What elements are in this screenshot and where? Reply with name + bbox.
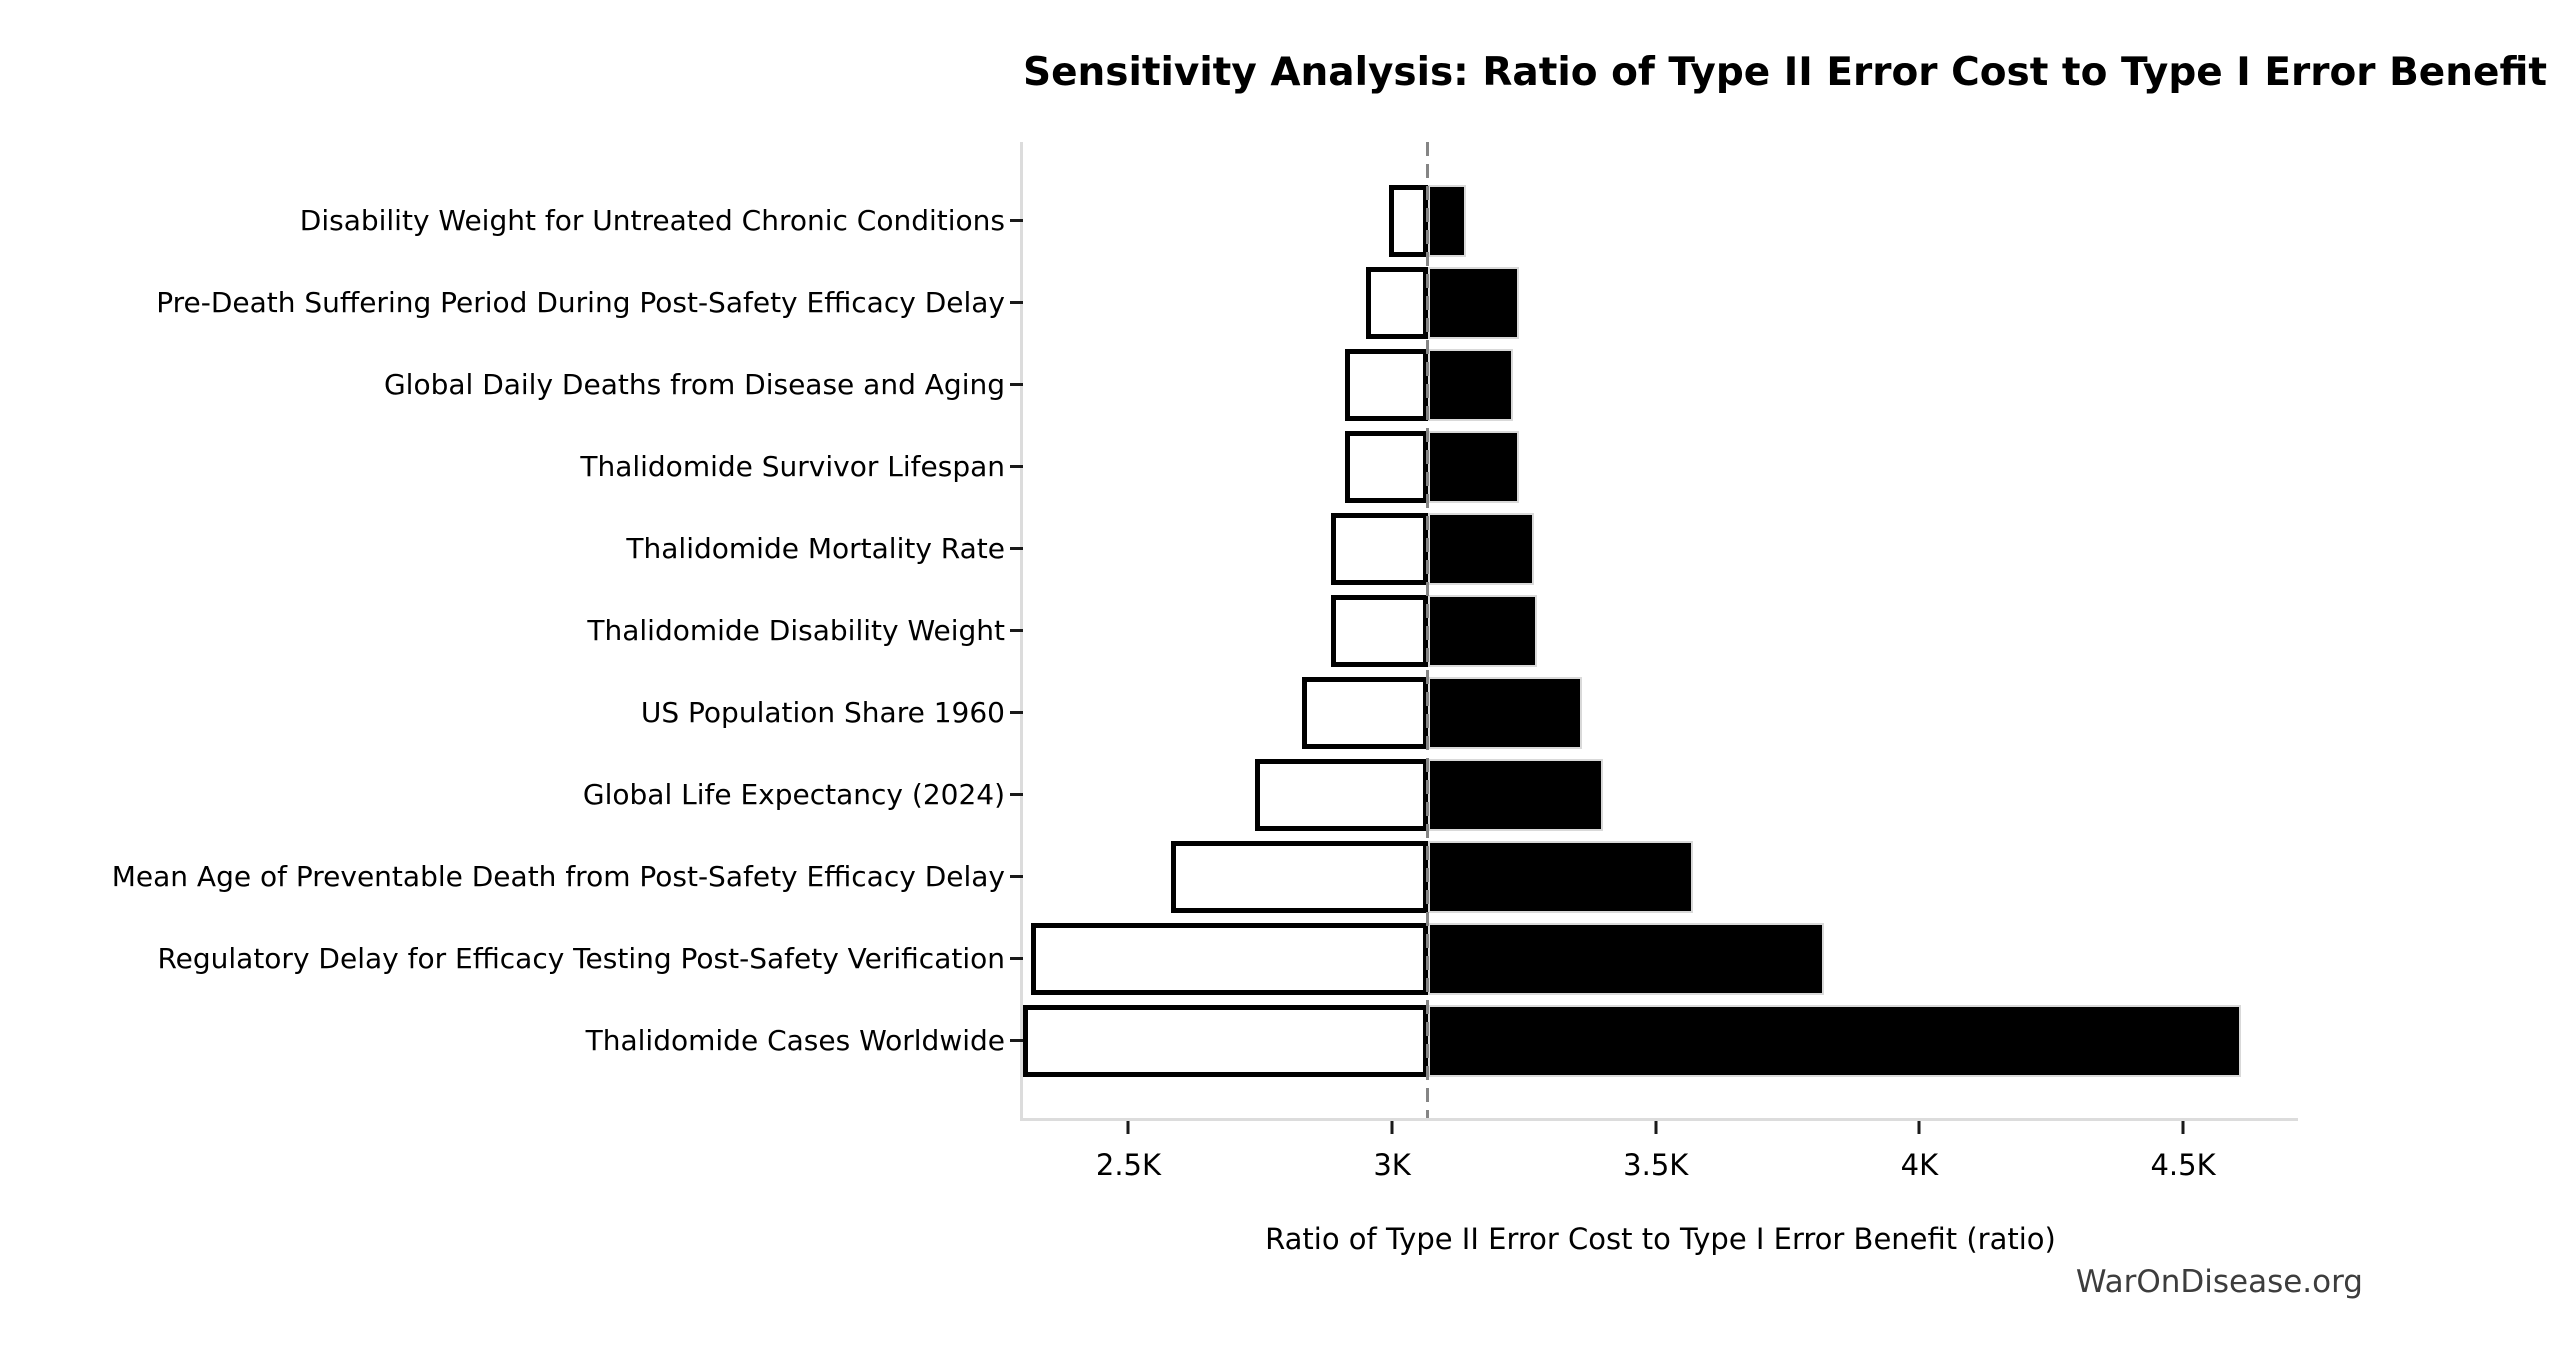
y-axis-label: Thalidomide Mortality Rate [626, 531, 1005, 565]
low-value-bar [1331, 594, 1428, 667]
baseline-dashed-line [1426, 142, 1430, 1118]
y-axis-label: Thalidomide Survivor Lifespan [580, 449, 1005, 483]
low-value-bar [1344, 348, 1428, 421]
x-tick-label: 4K [1900, 1148, 1939, 1182]
y-tick-mark [1010, 629, 1023, 632]
y-tick-mark [1010, 875, 1023, 878]
y-axis-label: Global Life Expectancy (2024) [582, 777, 1005, 811]
x-tick-mark [2181, 1121, 2185, 1134]
y-axis-label: Thalidomide Disability Weight [587, 613, 1005, 647]
y-axis-label: Regulatory Delay for Efficacy Testing Po… [157, 941, 1005, 975]
high-value-bar [1427, 512, 1535, 585]
chart-title: Sensitivity Analysis: Ratio of Type II E… [1023, 50, 2548, 95]
low-value-bar [1389, 184, 1428, 257]
y-axis-label: US Population Share 1960 [640, 695, 1005, 729]
x-tick-label: 4.5K [2150, 1148, 2216, 1182]
low-value-bar [1365, 266, 1428, 339]
watermark: WarOnDisease.org [2075, 1264, 2363, 1300]
x-tick-label: 2.5K [1095, 1148, 1162, 1182]
low-value-bar [1344, 430, 1428, 503]
low-value-bar [1331, 512, 1428, 585]
y-tick-mark [1010, 1039, 1023, 1042]
y-tick-mark [1010, 301, 1023, 304]
x-axis-spine [1020, 1118, 2298, 1121]
y-tick-mark [1010, 711, 1023, 714]
low-value-bar [1255, 758, 1428, 831]
y-tick-mark [1010, 957, 1023, 960]
high-value-bar [1427, 676, 1582, 749]
x-tick-mark [1654, 1121, 1658, 1134]
x-tick-label: 3.5K [1623, 1148, 1689, 1182]
x-axis-label: Ratio of Type II Error Cost to Type I Er… [1265, 1222, 2056, 1256]
y-axis-label: Global Daily Deaths from Disease and Agi… [383, 367, 1005, 401]
y-tick-mark [1010, 465, 1023, 468]
high-value-bar [1427, 922, 1825, 995]
high-value-bar [1427, 184, 1466, 257]
y-tick-mark [1010, 383, 1023, 386]
high-value-bar [1427, 1004, 2242, 1077]
plot-area: Disability Weight for Untreated Chronic … [112, 142, 2298, 1182]
x-tick-mark [1390, 1121, 1394, 1134]
high-value-bar [1427, 430, 1519, 503]
y-axis-label: Thalidomide Cases Worldwide [585, 1023, 1005, 1057]
low-value-bar [1023, 1004, 1428, 1077]
low-value-bar [1030, 922, 1428, 995]
x-tick-mark [1917, 1121, 1921, 1134]
y-axis-label: Disability Weight for Untreated Chronic … [299, 203, 1005, 237]
high-value-bar [1427, 758, 1603, 831]
y-tick-mark [1010, 793, 1023, 796]
x-tick-label: 3K [1373, 1148, 1411, 1182]
high-value-bar [1427, 594, 1538, 667]
high-value-bar [1427, 348, 1514, 421]
y-axis-label: Mean Age of Preventable Death from Post-… [111, 859, 1005, 893]
y-axis-label: Pre-Death Suffering Period During Post-S… [156, 285, 1005, 319]
y-tick-mark [1010, 547, 1023, 550]
x-tick-mark [1126, 1121, 1130, 1134]
y-tick-mark [1010, 219, 1023, 222]
low-value-bar [1302, 676, 1428, 749]
high-value-bar [1427, 840, 1693, 913]
high-value-bar [1427, 266, 1519, 339]
low-value-bar [1170, 840, 1428, 913]
